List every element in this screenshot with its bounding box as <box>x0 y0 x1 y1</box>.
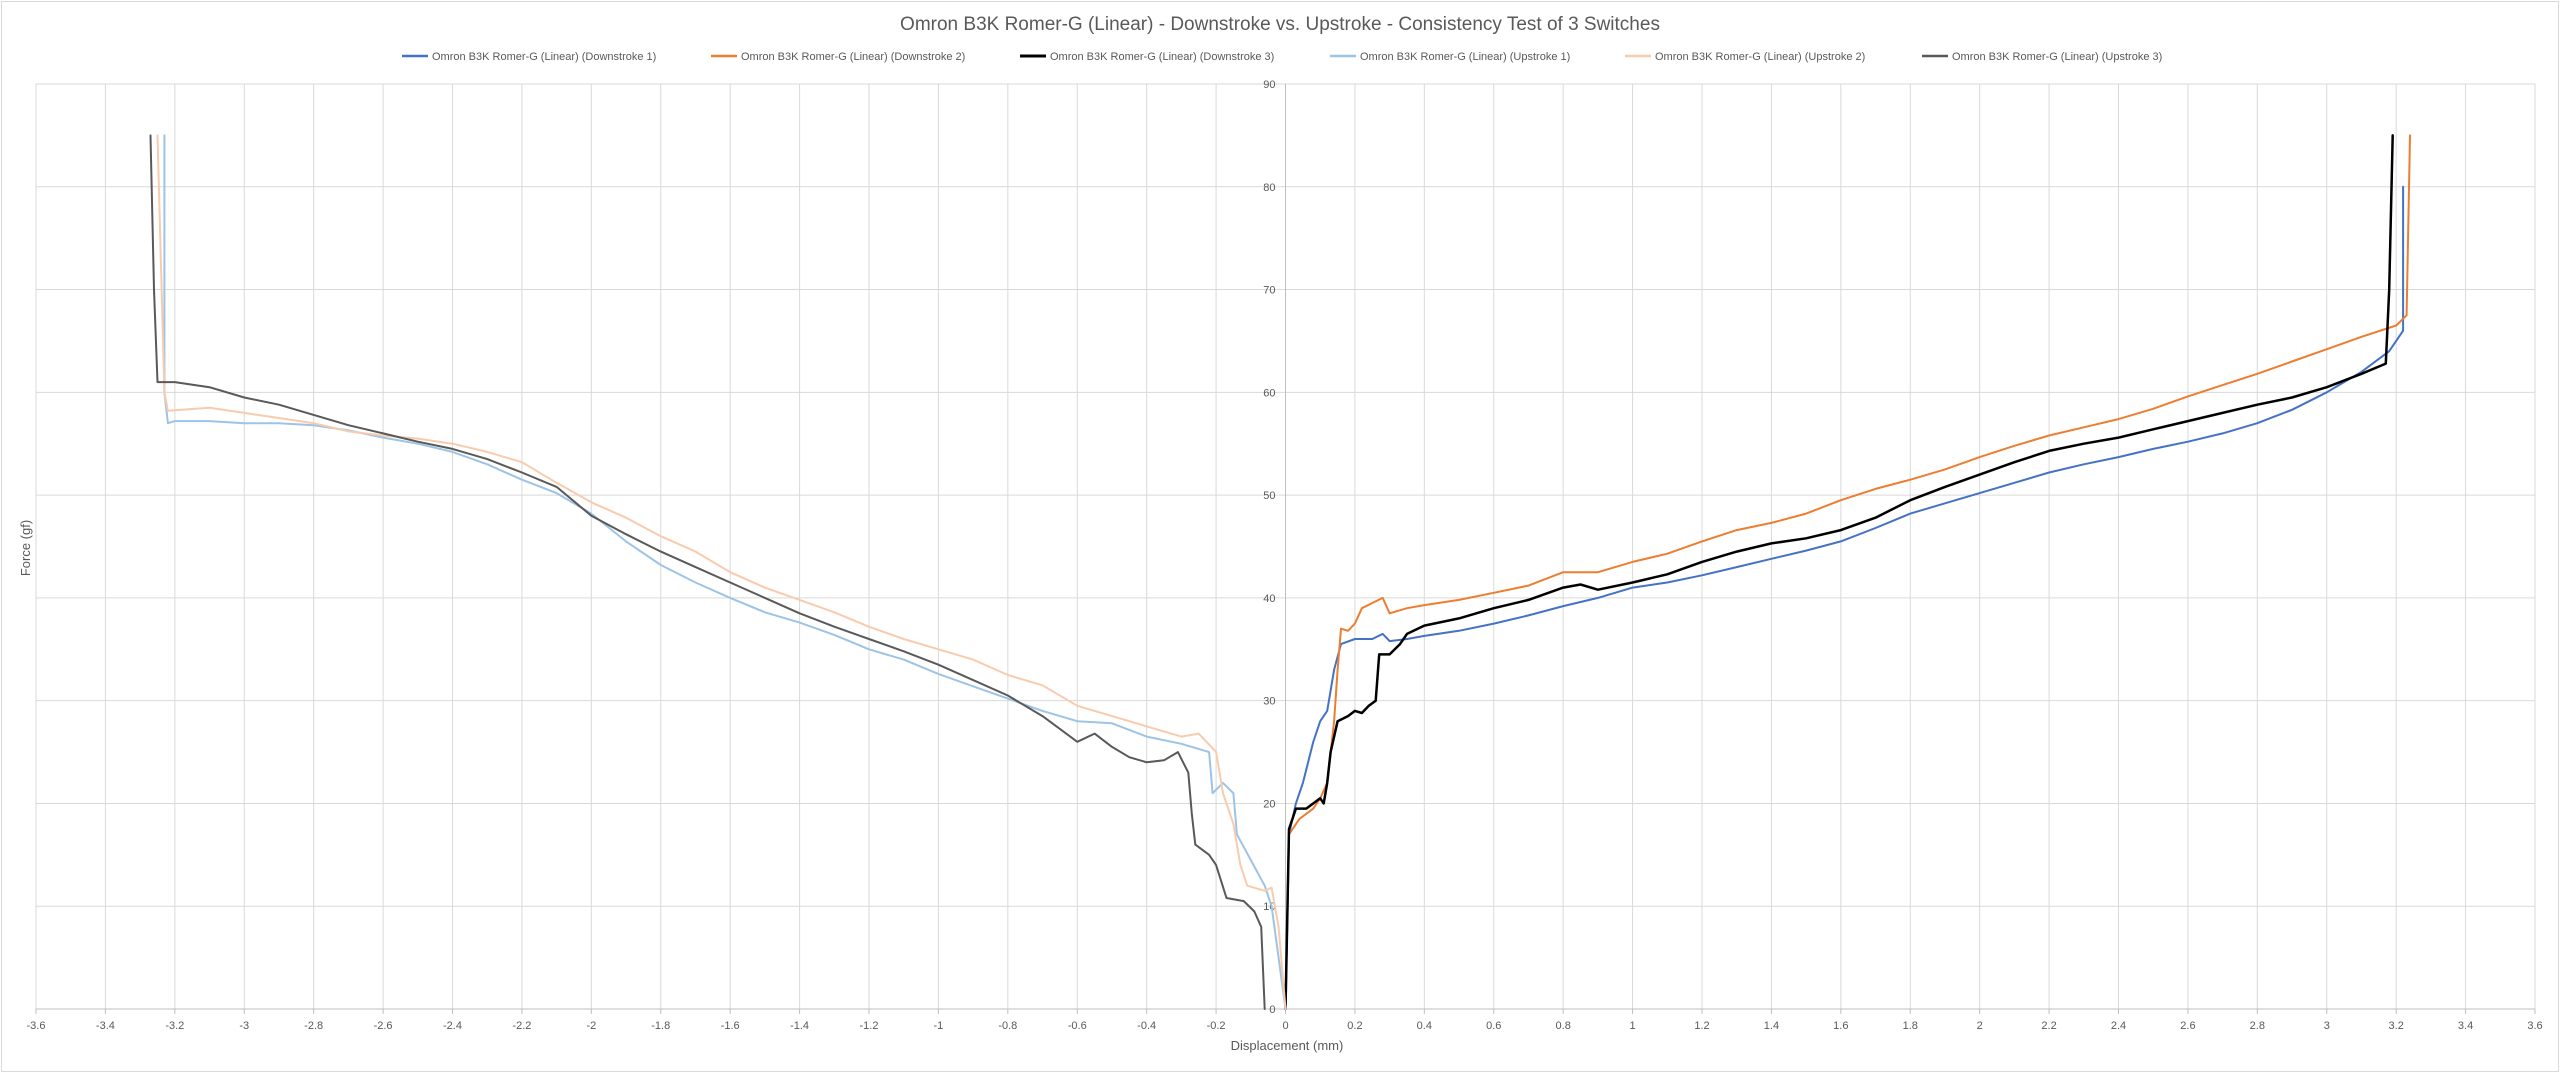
legend-item: Omron B3K Romer-G (Linear) (Upstroke 1) <box>1330 51 1570 63</box>
x-tick-label: -3.4 <box>96 1020 115 1032</box>
series-line-1 <box>1284 185 2405 1010</box>
x-tick-label: 0 <box>1282 1020 1288 1032</box>
legend-item: Omron B3K Romer-G (Linear) (Downstroke 3… <box>1020 51 1274 63</box>
x-tick-label: 1.4 <box>1764 1020 1779 1032</box>
legend-label: Omron B3K Romer-G (Linear) (Downstroke 1… <box>432 51 656 63</box>
x-tick-label: -1.2 <box>860 1020 879 1032</box>
series-line-5 <box>156 134 1287 1010</box>
x-tick-label: -1.6 <box>721 1020 740 1032</box>
legend-label: Omron B3K Romer-G (Linear) (Upstroke 3) <box>1952 51 2162 63</box>
x-tick-label: -3 <box>239 1020 249 1032</box>
x-tick-label: 2.2 <box>2041 1020 2056 1032</box>
legend-item: Omron B3K Romer-G (Linear) (Upstroke 2) <box>1625 51 1865 63</box>
legend: Omron B3K Romer-G (Linear) (Downstroke 1… <box>402 51 2162 63</box>
x-tick-label: -1.4 <box>790 1020 809 1032</box>
x-tick-label: -2.6 <box>374 1020 393 1032</box>
legend-item: Omron B3K Romer-G (Linear) (Downstroke 1… <box>402 51 656 63</box>
y-tick-label: 50 <box>1263 490 1275 502</box>
x-tick-label: 2 <box>1977 1020 1983 1032</box>
x-tick-label: -2.4 <box>443 1020 462 1032</box>
legend-item: Omron B3K Romer-G (Linear) (Upstroke 3) <box>1922 51 2162 63</box>
legend-item: Omron B3K Romer-G (Linear) (Downstroke 2… <box>711 51 965 63</box>
y-axis-title: Force (gf) <box>18 520 33 576</box>
x-axis-title: Displacement (mm) <box>1231 1038 1344 1053</box>
x-tick-labels: -3.6 -3.4 -3.2 -3 -2.8 -2.6 -2.4 -2.2 -2 -1.8 -1.6… <box>27 1020 2543 1032</box>
x-tick-label: -0.2 <box>1207 1020 1226 1032</box>
x-tick-label: -2.2 <box>512 1020 531 1032</box>
x-tick-label: 2.6 <box>2180 1020 2195 1032</box>
x-tick-label: 0.4 <box>1417 1020 1432 1032</box>
y-tick-label: 20 <box>1263 798 1275 810</box>
x-tick-label: 3.4 <box>2458 1020 2473 1032</box>
series-line-6 <box>149 134 1266 1010</box>
y-tick-label: 70 <box>1263 285 1275 297</box>
x-tick-label: -2.8 <box>304 1020 323 1032</box>
x-tick-label: -0.8 <box>998 1020 1017 1032</box>
x-tick-label: 0.8 <box>1556 1020 1571 1032</box>
series-line-2 <box>1284 134 2411 1010</box>
series-lines <box>149 134 2411 1011</box>
gridlines <box>35 83 2536 1009</box>
y-tick-label: 30 <box>1263 696 1275 708</box>
x-tick-label: -2 <box>586 1020 596 1032</box>
x-tick-label: 1.6 <box>1833 1020 1848 1032</box>
y-tick-label: 80 <box>1263 182 1275 194</box>
x-tick-label: -3.6 <box>27 1020 46 1032</box>
x-tick-label: 2.8 <box>2250 1020 2265 1032</box>
legend-label: Omron B3K Romer-G (Linear) (Downstroke 2… <box>741 51 965 63</box>
x-tick-label: -1.8 <box>651 1020 670 1032</box>
x-tick-label: 0.6 <box>1486 1020 1501 1032</box>
y-tick-label: 90 <box>1263 79 1275 91</box>
x-tick-label: 0.2 <box>1347 1020 1362 1032</box>
x-tick-label: 2.4 <box>2111 1020 2126 1032</box>
x-tick-label: 3 <box>2324 1020 2330 1032</box>
x-tick-label: 3.6 <box>2527 1020 2542 1032</box>
legend-label: Omron B3K Romer-G (Linear) (Upstroke 2) <box>1655 51 1865 63</box>
chart-title: Omron B3K Romer-G (Linear) - Downstroke … <box>900 14 1660 35</box>
x-tick-label: 1.8 <box>1903 1020 1918 1032</box>
y-tick-label: 60 <box>1263 387 1275 399</box>
x-tick-label: 1 <box>1630 1020 1636 1032</box>
y-tick-label: 40 <box>1263 593 1275 605</box>
x-tick-label: 3.2 <box>2389 1020 2404 1032</box>
legend-label: Omron B3K Romer-G (Linear) (Upstroke 1) <box>1360 51 1570 63</box>
x-tick-label: -3.2 <box>165 1020 184 1032</box>
x-tick-label: -0.6 <box>1068 1020 1087 1032</box>
x-tick-label: -0.4 <box>1137 1020 1156 1032</box>
y-tick-label: 0 <box>1269 1004 1275 1016</box>
legend-label: Omron B3K Romer-G (Linear) (Downstroke 3… <box>1050 51 1274 63</box>
series-line-3 <box>1284 134 2394 1011</box>
series-line-4 <box>163 134 1287 1010</box>
x-tick-label: -1 <box>934 1020 944 1032</box>
x-tick-label: 1.2 <box>1694 1020 1709 1032</box>
